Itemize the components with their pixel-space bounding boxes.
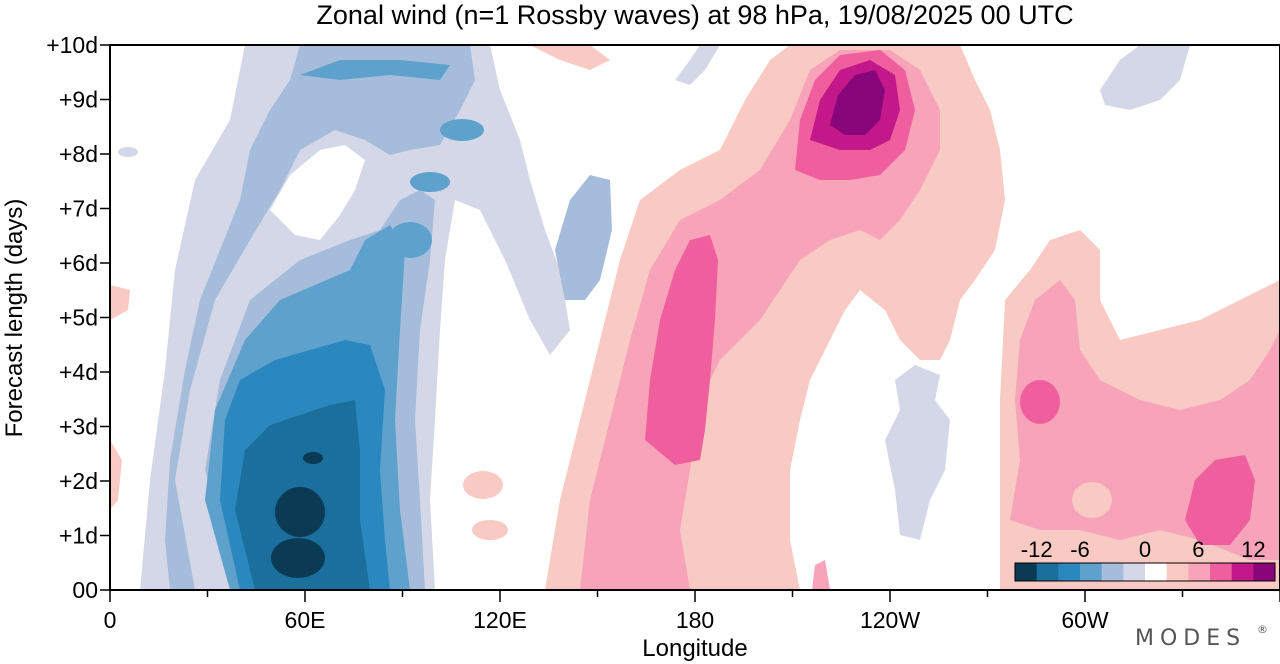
colorbar-swatch — [1188, 563, 1211, 581]
y-tick-label: +4d — [59, 359, 98, 385]
contour-neg-core-2 — [271, 538, 325, 578]
contour-pos-island-1 — [463, 471, 503, 499]
colorbar-swatch — [1210, 563, 1233, 581]
colorbar-swatch — [1145, 563, 1168, 581]
chart-title: Zonal wind (n=1 Rossby waves) at 98 hPa,… — [316, 0, 1073, 30]
y-axis: 00 +1d +2d +3d +4d +5d +6d +7d +8d +9d +10d — [46, 32, 110, 603]
contour-neg-core-3 — [303, 452, 323, 464]
y-tick-label: +6d — [59, 250, 98, 276]
contour-zero-hole — [270, 145, 365, 240]
colorbar-swatch — [1015, 563, 1038, 581]
colorbar-swatch — [1166, 563, 1189, 581]
contour-neg-blob-east — [555, 175, 612, 300]
y-axis-title: Forecast length (days) — [1, 199, 28, 438]
contour-neg-upper-1 — [388, 222, 432, 258]
x-tick-label: 120W — [860, 607, 920, 633]
x-tick-label: 60E — [285, 607, 326, 633]
x-tick-label: 180 — [676, 607, 714, 633]
contour-pos-7 — [1185, 455, 1255, 545]
modes-logo: MODES — [1135, 626, 1246, 651]
x-tick-label: 120E — [473, 607, 527, 633]
colorbar-label: -6 — [1070, 537, 1090, 562]
contour-pos-island-5 — [110, 285, 130, 320]
x-tick-label: 0 — [104, 607, 117, 633]
contour-neg-core-1 — [275, 487, 325, 537]
contour-pos-island-4 — [1072, 482, 1112, 518]
x-axis: 0 60E 120E 180 120W 60W — [104, 590, 1280, 633]
y-tick-label: +10d — [46, 32, 98, 58]
x-tick-label: 60W — [1061, 607, 1109, 633]
colorbar-label: 6 — [1192, 537, 1204, 562]
colorbar-label: -12 — [1021, 537, 1053, 562]
colorbar-labels: -12 -6 0 6 12 — [1021, 537, 1266, 562]
plot-area — [110, 45, 1280, 590]
contour-neg-upper-2 — [410, 172, 450, 192]
y-tick-label: +1d — [59, 523, 98, 549]
contour-neg-patch-1 — [885, 365, 950, 540]
y-tick-label: +7d — [59, 196, 98, 222]
y-tick-label: +8d — [59, 141, 98, 167]
contour-neg-patch-2 — [1100, 45, 1190, 110]
contour-neg-upper-3 — [440, 119, 484, 141]
contour-pos-island-3 — [739, 352, 775, 380]
colorbar-swatch — [1101, 563, 1124, 581]
colorbar-swatch — [1123, 563, 1146, 581]
colorbar — [1014, 562, 1276, 582]
colorbar-swatch — [1253, 563, 1276, 581]
colorbar-swatch — [1036, 563, 1059, 581]
y-tick-label: +9d — [59, 87, 98, 113]
trademark-mark: ® — [1257, 623, 1268, 636]
contour-pos-island-8 — [812, 560, 830, 590]
y-tick-label: +5d — [59, 305, 98, 331]
contour-neg-2 — [165, 45, 475, 590]
colorbar-swatch — [1058, 563, 1081, 581]
x-axis-title: Longitude — [642, 635, 747, 662]
contour-neg-upper-4 — [300, 60, 450, 80]
contour-neg-patch-3 — [675, 45, 720, 85]
y-tick-label: +2d — [59, 468, 98, 494]
contour-pos-island-6 — [110, 440, 122, 510]
contour-pos-6 — [1020, 380, 1060, 424]
contour-pos-island-7 — [530, 45, 610, 70]
colorbar-label: 12 — [1241, 537, 1265, 562]
contour-pos-5 — [645, 235, 718, 465]
colorbar-swatch — [1231, 563, 1254, 581]
colorbar-swatch — [1080, 563, 1103, 581]
contour-pos-10 — [830, 70, 885, 135]
contour-neg-patch-4 — [118, 147, 138, 157]
y-tick-label: 00 — [72, 577, 98, 603]
colorbar-label: 0 — [1139, 537, 1151, 562]
contour-pos-island-2 — [472, 520, 508, 540]
y-tick-label: +3d — [59, 414, 98, 440]
colorbar-frame — [1014, 562, 1276, 582]
